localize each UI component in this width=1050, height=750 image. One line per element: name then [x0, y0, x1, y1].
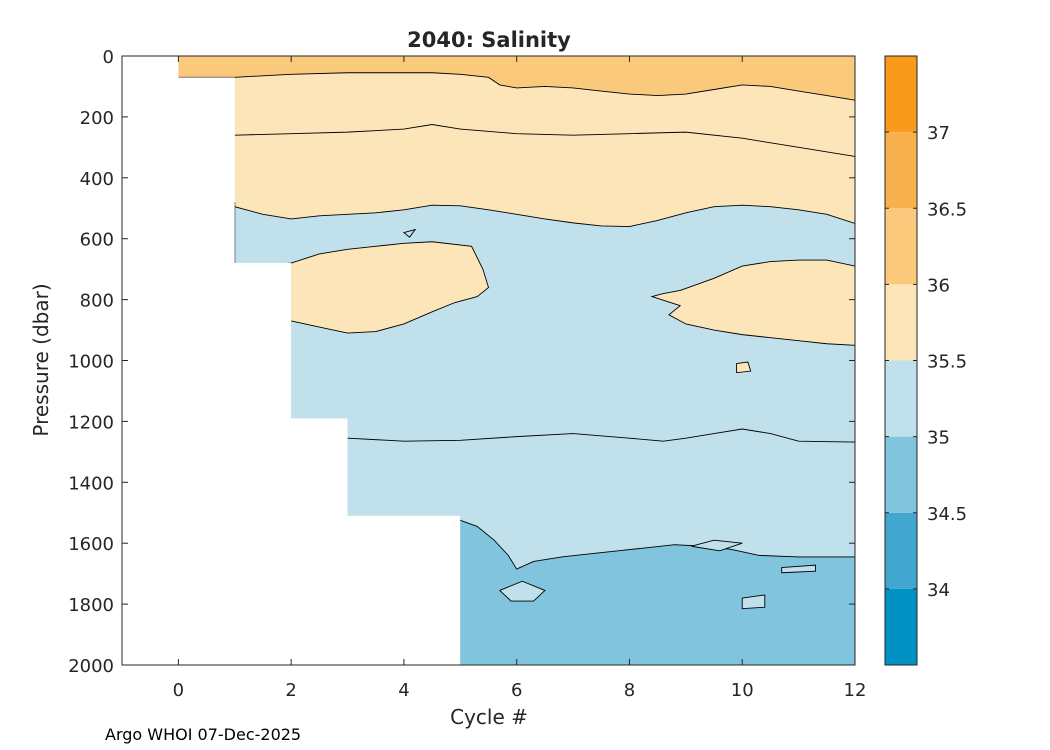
colorbar: 34 34.5 35 35.5 36 36.5 37	[884, 55, 967, 666]
colorbar-segment-34.5	[885, 436, 917, 513]
contour-island-1	[498, 580, 546, 602]
y-tick-label-800: 800	[80, 291, 114, 312]
colorbar-tick-label-35: 35	[927, 428, 950, 449]
contour-line-0	[234, 124, 855, 157]
y-tick-label-1400: 1400	[68, 473, 114, 494]
y-tick-label-0: 0	[103, 47, 114, 68]
band-36-36p5	[178, 56, 855, 101]
colorbar-tick-label-34: 34	[927, 580, 950, 601]
x-tick-label-0: 0	[173, 680, 184, 701]
y-tick-label-1200: 1200	[68, 412, 114, 433]
y-tick-label-200: 200	[80, 108, 114, 129]
y-tick-label-1000: 1000	[68, 352, 114, 373]
colorbar-segment-36.5	[885, 132, 917, 209]
axes: 0 2 4 6 8 10 12 0 200 400 600 800 1000 1200 1400 1600 18…	[68, 47, 866, 701]
colorbar-tick-label-34.5: 34.5	[927, 504, 967, 525]
x-tick-label-4: 4	[398, 680, 409, 701]
colorbar-tick-label-36: 36	[927, 275, 950, 296]
contour-island-5	[402, 228, 417, 238]
y-tick-label-1800: 1800	[68, 595, 114, 616]
colorbar-segment-33.5	[885, 588, 917, 665]
x-tick-label-12: 12	[844, 680, 867, 701]
colorbar-tick-label-36.5: 36.5	[927, 199, 967, 220]
contour-island-4	[781, 564, 816, 574]
x-tick-label-2: 2	[285, 680, 296, 701]
lobe-right	[650, 259, 855, 348]
y-tick-label-600: 600	[80, 230, 114, 251]
x-axis-label: Cycle #	[450, 705, 528, 729]
contour-island-2	[736, 361, 752, 374]
y-axis-label: Pressure (dbar)	[29, 283, 53, 436]
colorbar-segment-35	[885, 360, 917, 437]
colorbar-segment-34	[885, 512, 917, 589]
x-tick-label-10: 10	[731, 680, 754, 701]
chart-title: 2040: Salinity	[407, 28, 571, 52]
y-tick-label-2000: 2000	[68, 656, 114, 677]
colorbar-segment-35.5	[885, 284, 917, 361]
colorbar-segment-36	[885, 208, 917, 285]
colorbar-tick-label-37: 37	[927, 123, 950, 144]
contour-island-3	[741, 594, 766, 610]
colorbar-segment-37	[885, 56, 917, 133]
contour-line-1	[347, 428, 855, 443]
x-tick-label-6: 6	[511, 680, 522, 701]
x-tick-label-8: 8	[624, 680, 635, 701]
contour-island-0	[691, 539, 743, 552]
salinity-field	[178, 56, 855, 665]
footer-credit: Argo WHOI 07-Dec-2025	[105, 725, 301, 744]
colorbar-tick-label-35.5: 35.5	[927, 352, 967, 373]
plot-area	[122, 56, 855, 665]
y-tick-label-1600: 1600	[68, 534, 114, 555]
band-34p5-35	[448, 518, 855, 665]
y-tick-label-400: 400	[80, 169, 114, 190]
